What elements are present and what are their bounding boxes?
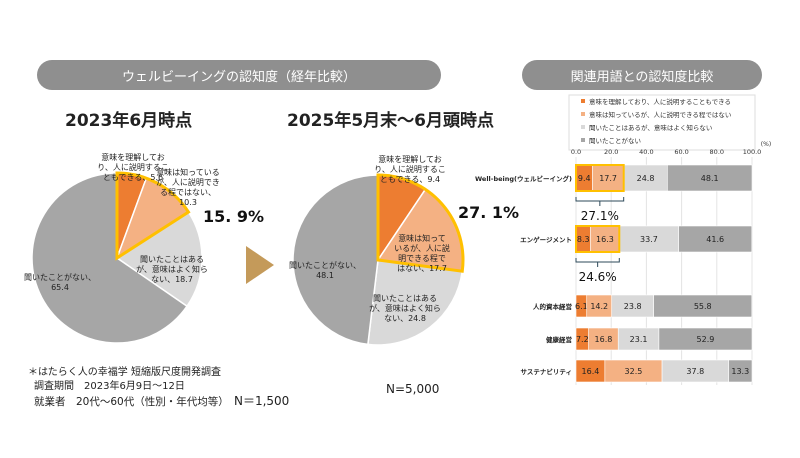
pie-slice-label: 聞いたことはあるが、意味はよく知らない、18.7 xyxy=(136,255,208,284)
bar-value-label: 23.8 xyxy=(624,302,642,311)
bar-value-label: 24.8 xyxy=(637,174,655,183)
pie-slice xyxy=(31,172,189,344)
legend-label: 聞いたことはあるが、意味はよく知らない xyxy=(589,123,712,132)
bar-value-label: 13.3 xyxy=(731,367,749,376)
bar-highlight-outline xyxy=(575,225,621,253)
bar-value-label: 6.1 xyxy=(575,302,588,311)
pie-slice-label: 意味は知っているが、人に説明できる程ではない、 10.3 xyxy=(156,167,220,207)
sample-text: 就業者 20代～60代（性別・年代均等） xyxy=(34,396,224,408)
bar-value-label: 55.8 xyxy=(694,302,712,311)
legend-label: 聞いたことがない xyxy=(589,136,641,145)
category-label: サステナビリティ xyxy=(521,367,572,376)
bar-segment xyxy=(658,327,753,351)
legend-swatch xyxy=(581,138,585,142)
bar-segment xyxy=(590,225,620,253)
legend-label: 意味は知っているが、人に説明できる程ではない xyxy=(589,110,731,119)
pie-slice-label: 意味は知っているが、人に説明できる程ではない、17.7 xyxy=(394,233,450,273)
bar-value-label: 9.4 xyxy=(578,174,591,183)
legend-swatch xyxy=(581,125,585,129)
highlight-total: 15. 9% xyxy=(203,207,264,226)
unit-label: (%) xyxy=(761,141,771,148)
bar-segment xyxy=(667,164,753,192)
left-header: ウェルビーイングの認知度（経年比較） xyxy=(37,60,441,90)
bar-value-label: 52.9 xyxy=(697,335,715,344)
survey-period: 調査期間 2023年6月9日～12日 xyxy=(34,381,185,392)
bar-value-label: 48.1 xyxy=(701,174,719,183)
bar-highlight-outline xyxy=(575,164,625,192)
legend-swatch xyxy=(581,99,585,103)
bar-value-label: 33.7 xyxy=(640,235,658,244)
survey-name: ＊はたらく人の幸福学 短縮版尺度開発調査 xyxy=(28,367,221,378)
bar-value-label: 41.6 xyxy=(706,235,724,244)
bar-value-label: 23.1 xyxy=(630,335,648,344)
bar-value-label: 32.5 xyxy=(625,367,643,376)
bar-value-label: 8.3 xyxy=(577,235,590,244)
bar-segment xyxy=(653,294,753,318)
bar-value-label: 17.7 xyxy=(599,174,617,183)
pie-slice-label: 意味を理解しており、人に説明することもできる、9.4 xyxy=(374,154,446,184)
bracket-total: 24.6% xyxy=(579,270,617,284)
pie-slice xyxy=(115,210,203,308)
bar-segment xyxy=(678,225,753,253)
legend-label: 意味を理解しており、人に説明することもできる xyxy=(589,97,731,106)
legend-box xyxy=(568,94,756,151)
pie-slice-label: 聞いたことがない、 65.4 xyxy=(24,272,96,292)
bar-value-label: 14.2 xyxy=(590,302,608,311)
survey-note: ＊はたらく人の幸福学 短縮版尺度開発調査 調査期間 2023年6月9日～12日 … xyxy=(28,366,289,409)
pie-2025-title: 2025年5月末～6月頭時点 xyxy=(287,111,494,131)
pie-slice-label: 聞いたことはあるが、意味はよく知らない、24.8 xyxy=(369,294,441,323)
x-tick-label: 60.0 xyxy=(674,148,688,156)
bar-value-label: 16.4 xyxy=(582,367,600,376)
arrow-icon xyxy=(246,246,274,284)
x-tick-label: 40.0 xyxy=(639,148,653,156)
bar-value-label: 16.3 xyxy=(596,235,614,244)
category-label: 健康経営 xyxy=(546,335,573,344)
category-label: Well-being(ウェルビーイング) xyxy=(475,174,572,183)
category-label: 人的資本経営 xyxy=(533,302,573,311)
x-tick-label: 80.0 xyxy=(710,148,724,156)
pie-slice-label: 聞いたことがない、 48.1 xyxy=(289,260,361,280)
n-2023: N＝1,500 xyxy=(233,394,290,408)
legend-swatch xyxy=(581,112,585,116)
n-2025: N=5,000 xyxy=(386,382,440,396)
pie-slice-label: 意味を理解しており、人に説明することもできる、5.6 xyxy=(97,152,169,182)
category-label: エンゲージメント xyxy=(520,235,572,244)
bar-value-label: 16.8 xyxy=(595,335,613,344)
pie-2023-title: 2023年6月時点 xyxy=(65,111,193,131)
right-header: 関連用語との認知度比較 xyxy=(522,60,762,90)
pie-highlight-outline xyxy=(376,173,465,273)
survey-sample: 就業者 20代～60代（性別・年代均等） N＝1,500 xyxy=(28,394,289,409)
x-tick-label: 20.0 xyxy=(604,148,618,156)
bracket xyxy=(575,258,620,267)
bar-value-label: 7.2 xyxy=(576,335,589,344)
bar-value-label: 37.8 xyxy=(686,367,704,376)
pie-slice xyxy=(367,259,464,346)
x-tick-label: 100.0 xyxy=(743,148,762,156)
bar-segment xyxy=(728,359,753,383)
bracket-total: 27.1% xyxy=(581,209,619,223)
x-tick-label: 0.0 xyxy=(571,148,581,156)
pie-slice xyxy=(292,174,379,346)
pie-highlight-outline xyxy=(115,171,191,261)
highlight-total: 27. 1% xyxy=(458,203,519,222)
bracket xyxy=(575,197,625,206)
